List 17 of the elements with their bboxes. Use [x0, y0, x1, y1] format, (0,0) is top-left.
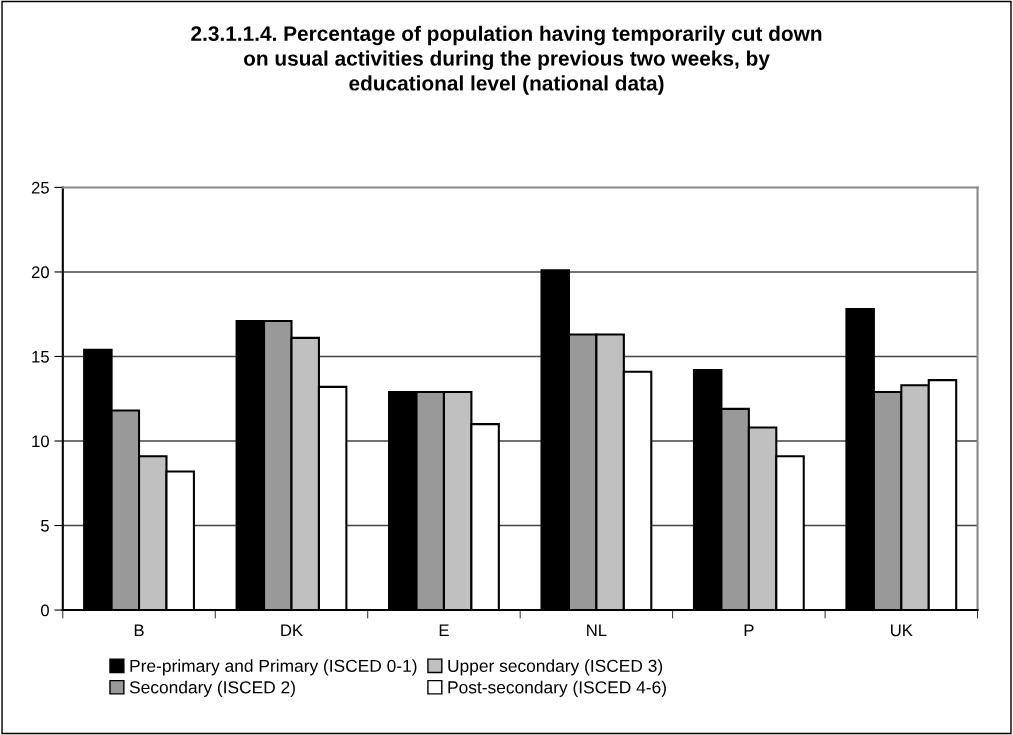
legend-label: Pre-primary and Primary (ISCED 0-1) [130, 659, 417, 676]
legend-label: Post-secondary (ISCED 4-6) [448, 680, 666, 697]
y-tick-label: 20 [31, 266, 49, 279]
y-tick-label: 10 [32, 435, 49, 448]
x-tick-label: DK [281, 624, 303, 637]
x-tick-label: P [744, 624, 754, 637]
x-tick-label: B [134, 624, 144, 637]
y-tick-label: 25 [31, 181, 49, 194]
y-tick-label: 15 [32, 351, 49, 363]
legend-label: Secondary (ISCED 2) [129, 680, 295, 697]
chart-title: 2.3.1.1.4. Percentage of population having temporarily cut down on usual activities during the previous two weeks, by educational level (national data) [191, 25, 822, 95]
x-tick-label: NL [587, 624, 607, 637]
legend-label: Upper secondary (ISCED 3) [448, 659, 663, 676]
x-tick-label: E [439, 624, 449, 637]
y-tick-label: 0 [40, 604, 49, 617]
y-tick-label: 5 [41, 520, 49, 532]
x-tick-label: UK [891, 624, 913, 637]
